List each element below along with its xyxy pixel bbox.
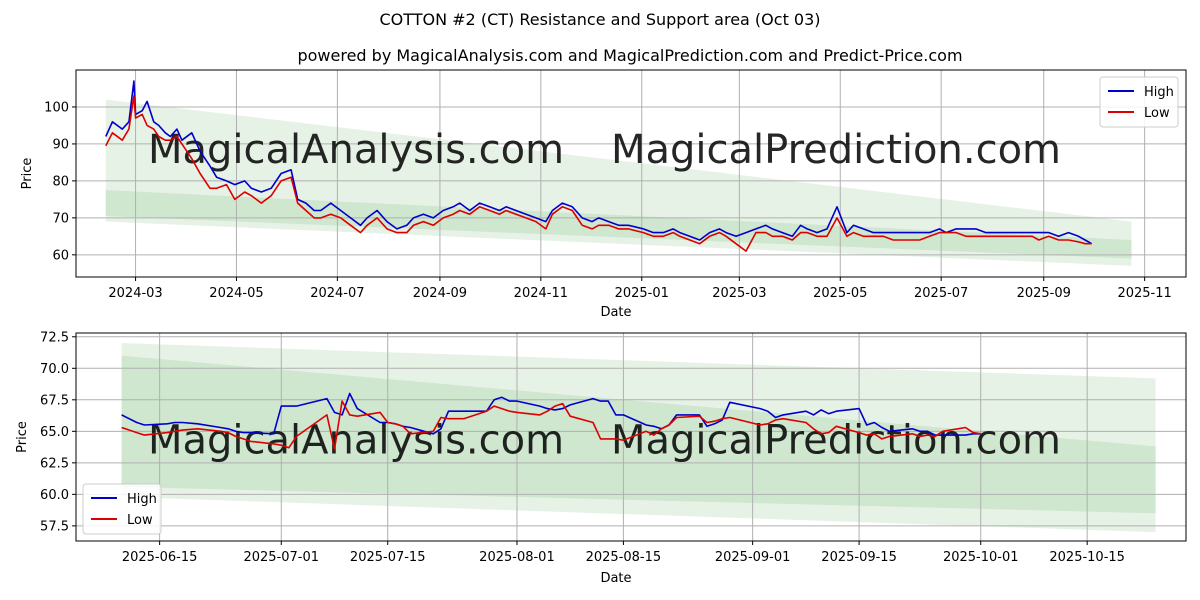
bottom-chart: 2025-06-15 2025-07-01 2025-07-15 2025-08-01… (15, 330, 1187, 586)
x-tick-label: 2025-08-15 (586, 550, 662, 565)
legend: High Low (1099, 76, 1179, 128)
x-tick-label: 2025-05 (813, 286, 867, 301)
legend-box (1099, 76, 1179, 128)
x-tick-label: 2025-09-01 (715, 550, 791, 565)
x-tick-label: 2025-10-15 (1049, 550, 1125, 565)
x-tick-label: 2024-11 (514, 286, 568, 301)
y-tick-label: 70.0 (40, 362, 69, 377)
y-axis-label: Price (20, 158, 35, 190)
y-tick-label: 80 (52, 174, 69, 189)
x-tick-label: 2025-09 (1017, 286, 1071, 301)
series-low-line (121, 400, 981, 450)
chart-title: COTTON #2 (CT) Resistance and Support ar… (379, 10, 820, 29)
watermark-text: MagicalPrediction.com (611, 418, 1061, 464)
x-tick-label: 2025-07 (914, 286, 968, 301)
plot-frame (75, 69, 1187, 278)
y-tick-label: 57.5 (40, 519, 69, 534)
series-high-line (105, 80, 1093, 245)
legend-label-low: Low (127, 513, 153, 528)
watermark-text: MagicalAnalysis.com (148, 127, 564, 173)
y-tick-label: 72.5 (40, 330, 69, 345)
y-tick-label: 60.0 (40, 488, 69, 503)
y-tick-label: 70 (52, 211, 69, 226)
legend-label-high: High (1144, 85, 1174, 100)
band-inner (105, 190, 1132, 259)
x-axis-label: Date (600, 305, 631, 320)
watermark-text: MagicalPrediction.com (611, 127, 1061, 173)
y-tick-label: 100 (44, 100, 69, 115)
chart-subtitle: powered by MagicalAnalysis.com and Magic… (297, 46, 962, 65)
x-tick-label: 2025-07-01 (243, 550, 319, 565)
x-tick-label: 2024-09 (413, 286, 467, 301)
x-tick-label: 2025-03 (712, 286, 766, 301)
plot-frame (75, 332, 1187, 542)
y-tick-label: 60 (52, 248, 69, 263)
x-tick-label: 2025-09-15 (821, 550, 897, 565)
x-tick-label: 2025-01 (615, 286, 669, 301)
watermark-text: MagicalAnalysis.com (148, 418, 564, 464)
y-tick-label: 62.5 (40, 456, 69, 471)
legend-label-low: Low (1144, 106, 1170, 121)
x-tick-label: 2025-07-15 (350, 550, 426, 565)
series-low-line (105, 95, 1092, 252)
y-tick-label: 90 (52, 137, 69, 152)
y-tick-label: 67.5 (40, 393, 69, 408)
x-tick-label: 2025-06-15 (122, 550, 198, 565)
y-tick-label: 65.0 (40, 425, 69, 440)
y-axis-label: Price (15, 421, 30, 453)
x-tick-label: 2024-05 (209, 286, 263, 301)
x-axis-label: Date (600, 571, 631, 586)
x-tick-label: 2024-03 (108, 286, 162, 301)
x-tick-label: 2025-10-01 (943, 550, 1019, 565)
top-chart: 2024-03 2024-05 2024-07 2024-09 2024-11 2025-… (20, 69, 1187, 320)
x-tick-label: 2025-08-01 (479, 550, 555, 565)
legend-label-high: High (127, 492, 157, 507)
legend-box (82, 483, 162, 535)
x-tick-label: 2024-07 (310, 286, 364, 301)
x-tick-label: 2025-11 (1117, 286, 1171, 301)
legend: High Low (82, 483, 162, 535)
series-high-line (121, 392, 981, 436)
